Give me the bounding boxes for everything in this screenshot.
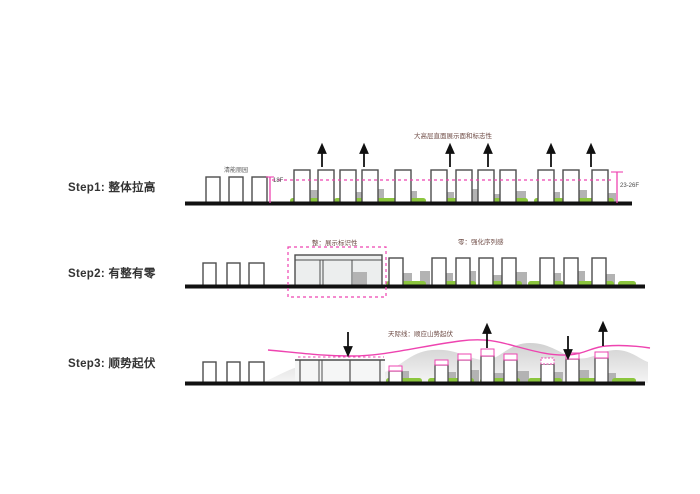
- down-arrow-icon: [343, 332, 353, 358]
- step2-unified-slab-building: [294, 254, 383, 287]
- step1-tall-towers: [293, 169, 609, 204]
- existing-height-label: 18F: [273, 178, 284, 184]
- up-arrow-icon: [586, 142, 596, 167]
- step3-slab-building: [295, 356, 385, 383]
- step2-scatter-note: 零：强化序列感: [458, 239, 504, 246]
- up-arrow-icon: [482, 322, 492, 348]
- step3-diagram: [185, 320, 651, 386]
- down-arrow-icon: [563, 336, 573, 361]
- step2-scattered-towers: [388, 257, 607, 287]
- up-arrow-icon: [445, 142, 455, 167]
- step1-title: Step1: 整体拉高: [68, 182, 156, 194]
- step1-diagram: [185, 142, 632, 206]
- step3-skyline-note: 天际线：顺应山势起伏: [388, 331, 453, 338]
- step1-note: 大高层直面展示面和标志性: [414, 133, 492, 140]
- step1-height-datum: [266, 171, 623, 203]
- up-arrow-icon: [598, 320, 608, 346]
- step3-existing-towers: [202, 361, 265, 384]
- step2-whole-note: 整：展示标识性: [312, 240, 358, 247]
- new-height-label: 23-26F: [620, 183, 640, 189]
- up-arrow-icon: [483, 142, 493, 167]
- step1-up-arrow-icons: [317, 142, 596, 167]
- step1-existing-towers: [205, 176, 268, 204]
- step2-existing-towers: [202, 262, 265, 287]
- step2-diagram: [185, 246, 645, 298]
- step2-title: Step2: 有整有零: [68, 268, 156, 280]
- step3-title: Step3: 顺势起伏: [68, 358, 156, 370]
- up-arrow-icon: [546, 142, 556, 167]
- up-arrow-icon: [317, 142, 327, 167]
- step2-highlight-box: [287, 246, 387, 298]
- step3-arrow-icons: [343, 320, 608, 361]
- step3-skyline-curve: [267, 339, 651, 357]
- up-arrow-icon: [359, 142, 369, 167]
- existing-buildings-label: 清能丽园: [224, 168, 249, 174]
